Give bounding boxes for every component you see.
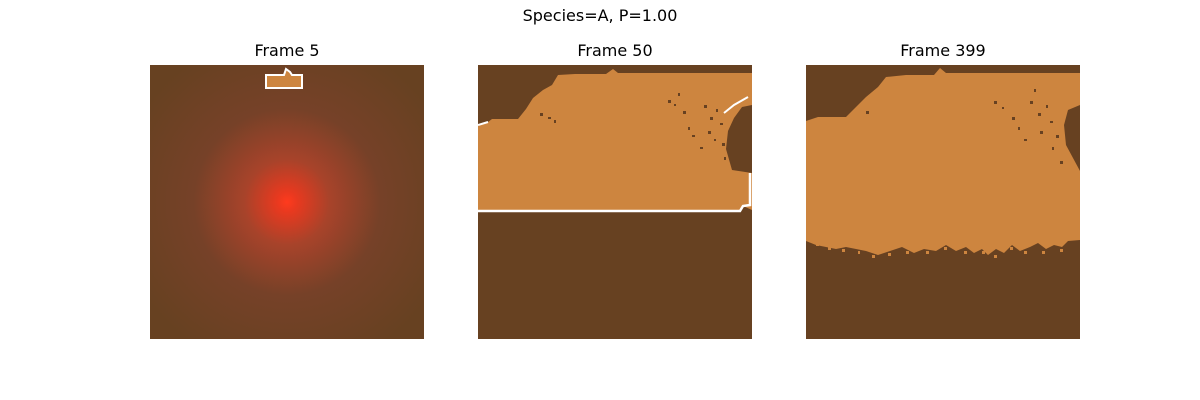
colony-front-outline-left <box>478 121 489 126</box>
colonized-region <box>806 68 1080 255</box>
colony-seed <box>265 67 303 89</box>
panel-2-title: Frame 50 <box>577 41 653 60</box>
soil-field <box>150 65 424 339</box>
panel-3-title: Frame 399 <box>900 41 986 60</box>
panel-1-title: Frame 5 <box>254 41 320 60</box>
soil-pockets <box>540 93 726 160</box>
panel-frame-399 <box>806 65 1080 339</box>
soil-pockets <box>866 89 1063 164</box>
figure-title: Species=A, P=1.00 <box>522 6 678 25</box>
panel-frame-50 <box>478 65 752 339</box>
colonized-region <box>478 69 752 211</box>
colony-front-outline-right <box>723 96 749 114</box>
colony-fringe <box>810 230 1063 258</box>
colony-front-outline <box>478 173 752 213</box>
panel-frame-5 <box>150 65 424 339</box>
